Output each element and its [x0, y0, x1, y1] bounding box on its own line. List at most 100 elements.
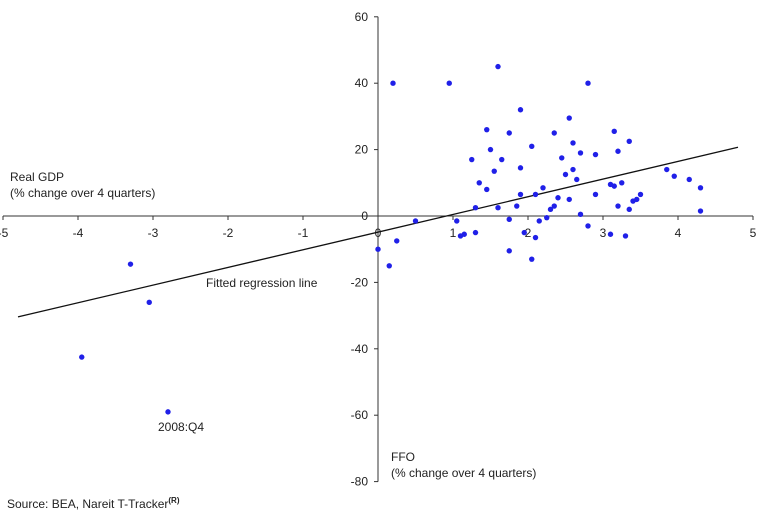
- data-point: [386, 263, 392, 269]
- data-point: [585, 80, 591, 86]
- data-point: [547, 206, 554, 213]
- regression-line: [17, 146, 739, 318]
- data-point: [375, 246, 381, 252]
- y-tick-label: 0: [361, 209, 368, 223]
- data-point: [127, 261, 134, 267]
- data-point: [592, 191, 599, 198]
- data-point: [487, 146, 494, 153]
- data-point: [469, 156, 475, 163]
- x-tick-label: 1: [450, 226, 457, 240]
- data-point: [686, 176, 692, 183]
- data-point: [626, 138, 632, 144]
- source-note: Source: BEA, Nareit T-Tracker(R): [7, 496, 180, 511]
- x-axis-title: FFO: [391, 450, 415, 464]
- data-point: [615, 148, 621, 154]
- data-point: [566, 196, 572, 203]
- data-point: [517, 191, 524, 198]
- data-point: [574, 176, 580, 183]
- data-point: [577, 150, 584, 156]
- x-tick-label: -2: [223, 226, 234, 240]
- data-point: [697, 185, 704, 191]
- data-point: [495, 63, 501, 70]
- x-tick-label: 0: [375, 226, 382, 240]
- data-point: [517, 165, 524, 171]
- data-point: [394, 238, 400, 244]
- data-point: [146, 299, 152, 306]
- data-point: [536, 218, 542, 224]
- data-point: [551, 203, 557, 209]
- data-point: [506, 130, 512, 136]
- data-point: [637, 191, 644, 198]
- data-point: [611, 183, 617, 189]
- data-point: [390, 80, 396, 86]
- data-point: [472, 205, 479, 211]
- data-point: [446, 80, 452, 86]
- data-point: [544, 214, 550, 221]
- data-point: [566, 115, 572, 121]
- data-point: [517, 107, 524, 113]
- data-point: [671, 173, 677, 179]
- registered-mark: (R): [168, 496, 180, 505]
- data-point: [79, 354, 85, 360]
- annotation-label: 2008:Q4: [158, 420, 204, 434]
- data-point: [165, 409, 171, 415]
- data-point: [555, 195, 561, 201]
- y-axis-title: Real GDP: [10, 170, 64, 184]
- data-point: [506, 216, 512, 223]
- y-tick-label: -40: [351, 342, 369, 356]
- data-point: [495, 205, 501, 211]
- x-tick-label: -3: [148, 226, 159, 240]
- x-axis-subtitle: (% change over 4 quarters): [391, 466, 536, 480]
- x-tick-label: 5: [750, 226, 757, 240]
- data-point: [562, 171, 569, 178]
- x-tick-label: -1: [298, 226, 309, 240]
- y-tick-label: 60: [355, 10, 369, 24]
- data-point: [559, 155, 565, 161]
- data-point: [484, 186, 490, 193]
- y-tick-label: -60: [351, 408, 369, 422]
- data-point: [491, 168, 497, 174]
- data-point: [506, 248, 512, 254]
- x-tick-label: 3: [600, 226, 607, 240]
- data-point: [472, 229, 479, 236]
- data-point: [619, 180, 625, 186]
- y-tick-label: -20: [351, 275, 369, 289]
- data-point: [412, 218, 419, 224]
- data-point: [532, 234, 539, 241]
- data-point: [461, 231, 467, 237]
- x-tick-label: -4: [73, 226, 84, 240]
- data-point: [454, 218, 460, 224]
- regression-line-label: Fitted regression line: [206, 276, 318, 290]
- data-point: [570, 166, 576, 173]
- data-point: [551, 130, 557, 136]
- y-tick-label: -80: [351, 475, 369, 489]
- chart-labels: Real GDP (% change over 4 quarters) FFO (% …: [10, 170, 536, 480]
- axes: -5 -4 -3 -2 -1 0 1 2 3 4 5 60 40 20 0 -20 -40 -60 -80: [0, 10, 757, 489]
- data-point: [484, 126, 490, 133]
- x-tick-label: 2: [525, 226, 532, 240]
- data-point: [585, 223, 591, 229]
- data-point: [577, 211, 584, 218]
- y-axis-subtitle: (% change over 4 quarters): [10, 186, 155, 200]
- data-point: [570, 140, 576, 146]
- data-point: [615, 203, 621, 209]
- y-tick-label: 20: [355, 143, 369, 157]
- data-point: [611, 128, 617, 135]
- data-point: [664, 166, 670, 173]
- data-point: [540, 185, 546, 191]
- data-point: [529, 143, 535, 149]
- x-tick-label: 4: [675, 226, 682, 240]
- data-point: [514, 203, 520, 209]
- data-point: [521, 229, 527, 236]
- regression-line-group: [17, 146, 739, 318]
- data-point: [476, 180, 482, 186]
- data-point: [697, 208, 704, 214]
- data-point: [634, 196, 640, 203]
- x-tick-label: -5: [0, 226, 9, 240]
- data-point: [607, 231, 614, 237]
- y-tick-label: 40: [355, 76, 369, 90]
- data-point: [626, 206, 632, 213]
- data-point: [592, 151, 599, 158]
- source-text: Source: BEA, Nareit T-Tracker: [7, 497, 169, 511]
